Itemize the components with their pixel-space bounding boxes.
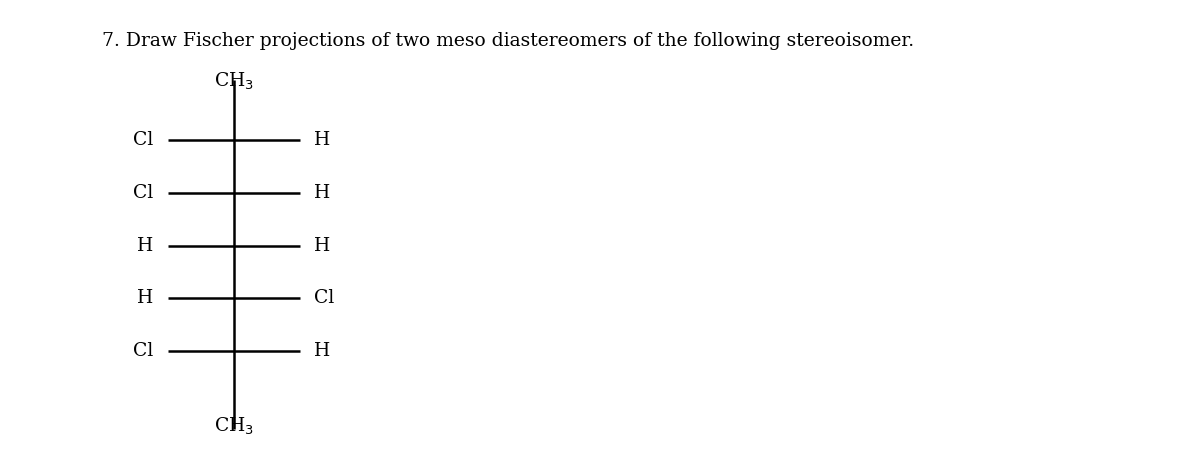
Text: CH$_3$: CH$_3$ <box>214 71 254 92</box>
Text: Cl: Cl <box>133 131 154 149</box>
Text: H: H <box>314 184 331 202</box>
Text: H: H <box>137 289 154 308</box>
Text: Cl: Cl <box>314 289 335 308</box>
Text: CH$_3$: CH$_3$ <box>214 415 254 437</box>
Text: H: H <box>137 236 154 255</box>
Text: H: H <box>314 342 331 360</box>
Text: Cl: Cl <box>133 184 154 202</box>
Text: H: H <box>314 236 331 255</box>
Text: H: H <box>314 131 331 149</box>
Text: Cl: Cl <box>133 342 154 360</box>
Text: 7. Draw Fischer projections of two meso diastereomers of the following stereoiso: 7. Draw Fischer projections of two meso … <box>102 32 914 50</box>
